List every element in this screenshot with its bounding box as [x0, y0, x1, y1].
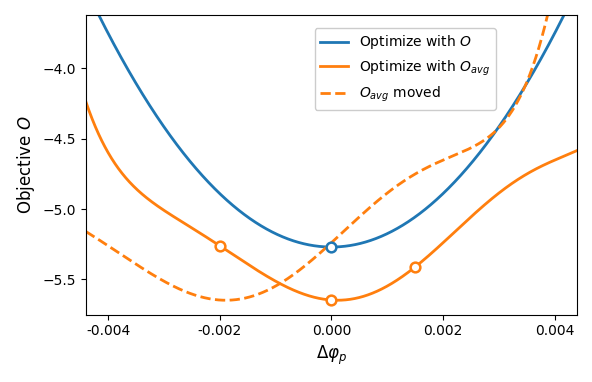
Optimize with $O_{avg}$ — [82, 99, 89, 104]
$O_{avg}$ moved — [82, 229, 89, 234]
Optimize with $O_{avg}$ — [334, 298, 341, 303]
Y-axis label: Objective $O$: Objective $O$ — [15, 115, 37, 214]
Line: $O_{avg}$ moved: $O_{avg}$ moved — [86, 0, 577, 300]
Optimize with $O$ — [469, 159, 477, 163]
$O_{avg}$ moved — [222, 298, 229, 303]
X-axis label: $\Delta\varphi_p$: $\Delta\varphi_p$ — [316, 344, 347, 367]
Optimize with $O_{avg}$ — [469, 213, 477, 217]
Optimize with $O_{avg}$ — [107, 155, 114, 159]
Optimize with $O$ — [308, 243, 315, 248]
Optimize with $O$ — [321, 244, 328, 249]
Line: Optimize with $O_{avg}$: Optimize with $O_{avg}$ — [86, 102, 577, 300]
Legend: Optimize with $O$, Optimize with $O_{avg}$, $O_{avg}$ moved: Optimize with $O$, Optimize with $O_{avg… — [314, 28, 496, 110]
$O_{avg}$ moved — [321, 246, 329, 251]
Optimize with $O_{avg}$ — [559, 154, 567, 159]
Optimize with $O$ — [559, 15, 567, 20]
Optimize with $O_{avg}$ — [574, 148, 581, 153]
Optimize with $O_{avg}$ — [559, 154, 567, 159]
Optimize with $O$ — [107, 36, 114, 41]
Optimize with $O$ — [328, 245, 335, 249]
Line: Optimize with $O$: Optimize with $O$ — [86, 0, 577, 247]
Optimize with $O_{avg}$ — [321, 297, 328, 302]
$O_{avg}$ moved — [469, 145, 477, 149]
$O_{avg}$ moved — [308, 258, 316, 262]
$O_{avg}$ moved — [107, 245, 114, 250]
Optimize with $O_{avg}$ — [308, 294, 315, 299]
Optimize with $O$ — [559, 15, 567, 19]
